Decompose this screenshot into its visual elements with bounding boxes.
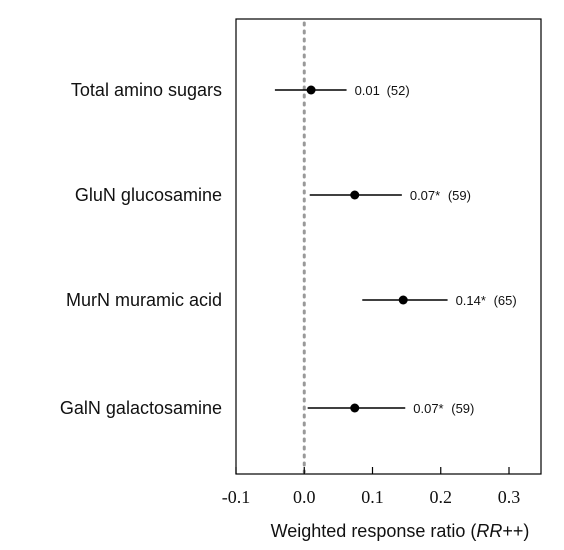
sample-size-label: (52) (387, 83, 410, 98)
sample-size-label: (59) (451, 401, 474, 416)
sample-size-label: (65) (494, 293, 517, 308)
effect-point (350, 403, 360, 413)
category-label: MurN muramic acid (66, 290, 222, 310)
value-label: 0.14* (456, 293, 486, 308)
category-label: GalN galactosamine (60, 398, 222, 418)
category-label: Total amino sugars (71, 80, 222, 100)
x-axis-ticks: -0.1 0.0 0.1 0.2 0.3 (222, 467, 521, 507)
x-tick-label: -0.1 (222, 487, 251, 507)
x-tick-label: 0.3 (498, 487, 521, 507)
x-tick-label: 0.1 (361, 487, 384, 507)
effect-point (398, 295, 408, 305)
value-label: 0.07* (413, 401, 443, 416)
effect-point (350, 190, 360, 200)
effect-point (306, 85, 316, 95)
value-label: 0.01 (355, 83, 380, 98)
plot-frame (235, 18, 542, 475)
chart-marks: Total amino sugars 0.01 (52) GluN glucosami… (60, 80, 517, 418)
sample-size-label: (59) (448, 188, 471, 203)
x-axis-title-italic: RR (476, 521, 502, 541)
x-axis-title-prefix: Weighted response ratio ( (271, 521, 477, 541)
value-label: 0.07* (410, 188, 440, 203)
category-label: GluN glucosamine (75, 185, 222, 205)
x-tick-label: 0.0 (293, 487, 316, 507)
x-axis-title-suffix: ++) (502, 521, 529, 541)
x-tick-label: 0.2 (430, 487, 453, 507)
x-axis-title: Weighted response ratio (RR++) (271, 521, 530, 541)
